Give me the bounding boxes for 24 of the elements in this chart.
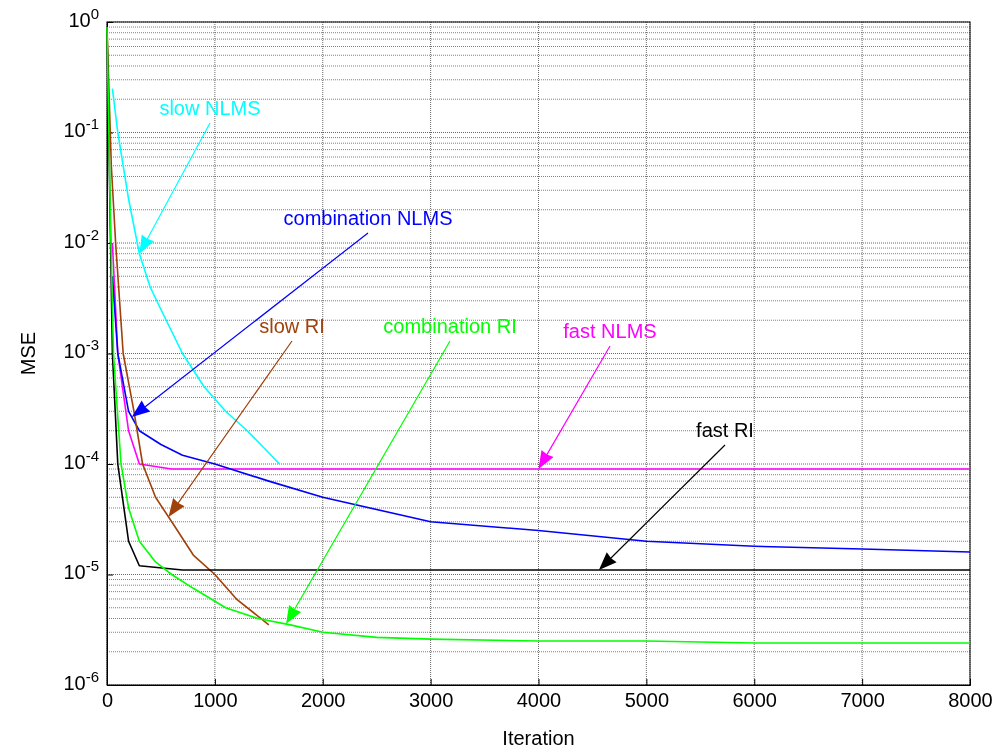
y-tick-label: 10$^{-5}$ <box>63 556 99 583</box>
x-tick-label: 6000 <box>732 689 777 712</box>
y-tick-label: 10$^{0}$ <box>68 4 99 31</box>
text: combination RI <box>383 315 517 337</box>
x-tick-label: 3000 <box>408 689 454 712</box>
y-tick-label: 10$^{-1}$ <box>63 114 99 141</box>
x-tick-label: 2000 <box>301 689 346 712</box>
text: combination NLMS <box>283 207 453 229</box>
y-axis-title: MSE <box>17 331 39 376</box>
y-tick-label: 10$^{-6}$ <box>63 667 99 694</box>
y-tick-label: 10$^{-2}$ <box>63 225 99 252</box>
y-tick-label: 10$^{-3}$ <box>63 335 99 362</box>
x-tick-label: 4000 <box>516 689 562 712</box>
text: slow RI <box>259 315 325 337</box>
x-tick-label: 5000 <box>624 689 670 712</box>
text: fast RI <box>696 419 754 441</box>
y-tick-label: 10$^{-4}$ <box>63 446 99 473</box>
x-tick-label: 7000 <box>840 689 885 712</box>
text: fast NLMS <box>563 320 657 342</box>
text: slow NLMS <box>159 97 261 119</box>
x-tick-label: 1000 <box>193 689 238 712</box>
x-tick-label: 8000 <box>948 689 993 712</box>
x-tick-label: 0 <box>101 689 114 712</box>
x-axis-title: Iteration <box>502 727 575 749</box>
